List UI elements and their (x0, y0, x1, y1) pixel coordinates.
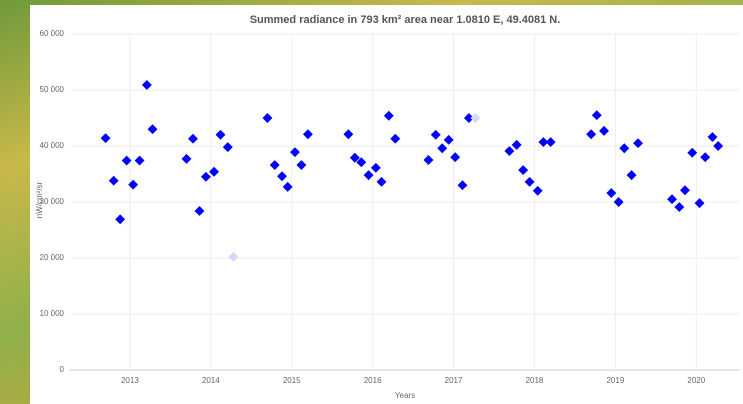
data-point (444, 135, 454, 145)
data-point (296, 160, 306, 170)
data-point (229, 252, 239, 262)
data-point (303, 129, 313, 139)
data-point (277, 171, 287, 181)
data-point (437, 143, 447, 153)
data-point (377, 177, 387, 187)
data-point (627, 170, 637, 180)
data-point (619, 143, 629, 153)
y-tick-label: 30 000 (40, 197, 65, 206)
data-point (109, 176, 119, 186)
data-point (674, 202, 684, 212)
x-tick-label: 2014 (202, 376, 220, 385)
y-tick-label: 40 000 (40, 141, 65, 150)
data-point (525, 177, 535, 187)
data-point (364, 170, 374, 180)
data-point (182, 154, 192, 164)
y-tick-label: 10 000 (40, 309, 65, 318)
x-tick-label: 2016 (364, 376, 382, 385)
data-point (687, 148, 697, 158)
data-point (343, 129, 353, 139)
data-point (390, 134, 400, 144)
data-point (262, 113, 272, 123)
y-tick-label: 50 000 (40, 85, 65, 94)
data-point (424, 155, 434, 165)
data-point (708, 132, 718, 142)
data-point (458, 180, 468, 190)
data-point (270, 160, 280, 170)
data-point (700, 152, 710, 162)
data-point (142, 80, 152, 90)
data-point (283, 182, 293, 192)
data-point (633, 138, 643, 148)
data-point (384, 111, 394, 121)
page: Summed radiance in 793 km² area near 1.0… (0, 0, 743, 404)
data-point (599, 126, 609, 136)
data-point (188, 134, 198, 144)
x-tick-label: 2019 (606, 376, 624, 385)
data-point (195, 206, 205, 216)
x-tick-label: 2013 (121, 376, 139, 385)
data-point (135, 156, 145, 166)
data-point (606, 188, 616, 198)
data-point (512, 140, 522, 150)
data-point (504, 146, 514, 156)
data-point (592, 110, 602, 120)
data-point (148, 124, 158, 134)
y-tick-label: 60 000 (40, 29, 65, 38)
data-point (680, 185, 690, 195)
y-tick-label: 0 (60, 365, 65, 374)
data-point (713, 141, 723, 151)
y-tick-label: 20 000 (40, 253, 65, 262)
data-point (518, 165, 528, 175)
data-point (667, 194, 677, 204)
data-point (431, 130, 441, 140)
data-point (201, 172, 211, 182)
x-axis-label: Years (395, 391, 415, 400)
data-point (450, 152, 460, 162)
data-point (216, 130, 226, 140)
data-point (470, 113, 480, 123)
data-point (101, 133, 111, 143)
data-point (586, 129, 596, 139)
x-tick-label: 2020 (687, 376, 705, 385)
data-point (115, 214, 125, 224)
x-tick-label: 2018 (526, 376, 544, 385)
chart: Summed radiance in 793 km² area near 1.0… (0, 0, 743, 404)
x-tick-label: 2015 (283, 376, 301, 385)
chart-title: Summed radiance in 793 km² area near 1.0… (250, 14, 561, 26)
x-tick-label: 2017 (445, 376, 463, 385)
data-point (223, 142, 233, 152)
